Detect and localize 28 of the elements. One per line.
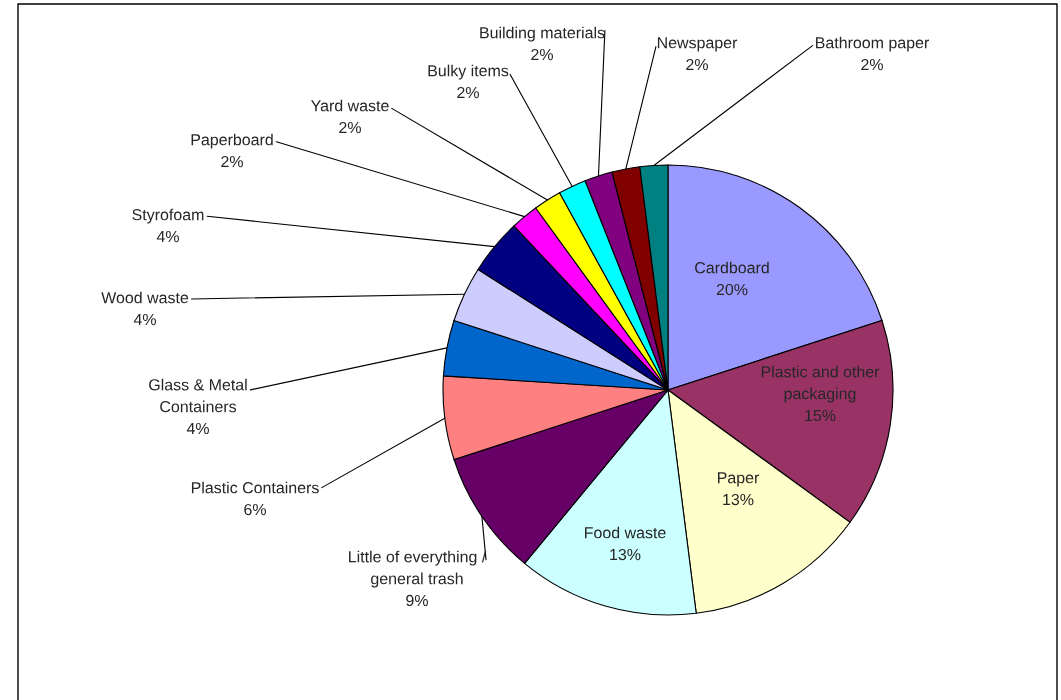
data-label: 15% <box>805 409 836 422</box>
slice-label: Newspaper <box>657 37 738 52</box>
slice-label: Paperboard <box>191 133 273 149</box>
data-label: 2% <box>457 86 479 99</box>
slice-label: Styrofoam <box>132 208 204 224</box>
data-label: 2% <box>531 48 553 61</box>
slice-label: Glass & Metal Containers <box>149 378 247 413</box>
data-label: 2% <box>339 121 361 134</box>
data-label: 13% <box>610 548 641 561</box>
data-label: 9% <box>406 594 428 607</box>
data-label: 6% <box>244 503 266 516</box>
data-label: 13% <box>723 493 754 506</box>
slice-label: Bathroom paper <box>816 36 930 52</box>
slice-label: Bulky items <box>428 64 509 80</box>
slice-label: Wood waste <box>101 291 189 304</box>
slice-label: Plastic Containers <box>191 481 319 494</box>
data-label: 2% <box>861 58 883 71</box>
data-label: 2% <box>221 155 243 168</box>
slice-label: Paper <box>718 472 760 487</box>
data-label: 20% <box>716 283 748 296</box>
data-label: 2% <box>686 58 708 71</box>
slice-label: Cardboard <box>695 261 769 274</box>
slice-label: Plastic and other packaging <box>761 365 880 403</box>
slice-label: Yard waste <box>310 99 389 112</box>
data-label: 4% <box>133 313 156 326</box>
data-label: 4% <box>156 230 179 243</box>
data-label: 4% <box>186 422 209 435</box>
slice-label: Food waste <box>585 526 666 539</box>
